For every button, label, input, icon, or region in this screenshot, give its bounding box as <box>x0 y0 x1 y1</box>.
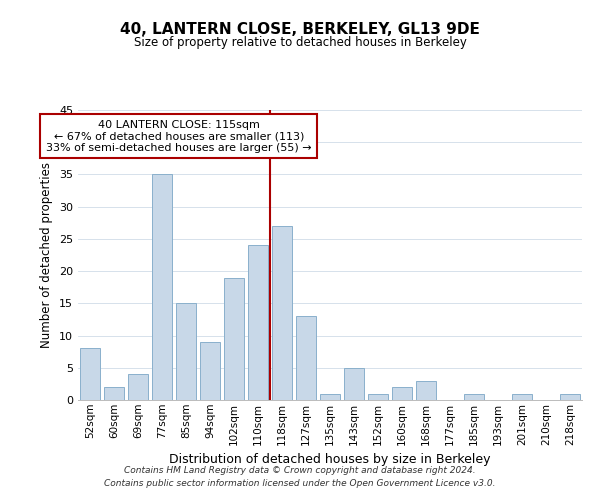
Bar <box>200 342 220 400</box>
Bar <box>560 394 580 400</box>
Bar <box>296 316 316 400</box>
Y-axis label: Number of detached properties: Number of detached properties <box>40 162 53 348</box>
Bar <box>512 394 532 400</box>
Bar <box>176 304 196 400</box>
Bar <box>128 374 148 400</box>
Bar <box>80 348 100 400</box>
Bar <box>416 380 436 400</box>
Bar <box>248 246 268 400</box>
Text: 40 LANTERN CLOSE: 115sqm
← 67% of detached houses are smaller (113)
33% of semi-: 40 LANTERN CLOSE: 115sqm ← 67% of detach… <box>46 120 311 153</box>
Bar <box>224 278 244 400</box>
X-axis label: Distribution of detached houses by size in Berkeley: Distribution of detached houses by size … <box>169 453 491 466</box>
Text: Size of property relative to detached houses in Berkeley: Size of property relative to detached ho… <box>134 36 466 49</box>
Text: Contains HM Land Registry data © Crown copyright and database right 2024.
Contai: Contains HM Land Registry data © Crown c… <box>104 466 496 487</box>
Bar <box>320 394 340 400</box>
Bar <box>152 174 172 400</box>
Bar <box>368 394 388 400</box>
Bar <box>392 387 412 400</box>
Bar <box>104 387 124 400</box>
Text: 40, LANTERN CLOSE, BERKELEY, GL13 9DE: 40, LANTERN CLOSE, BERKELEY, GL13 9DE <box>120 22 480 38</box>
Bar <box>272 226 292 400</box>
Bar <box>344 368 364 400</box>
Bar <box>464 394 484 400</box>
